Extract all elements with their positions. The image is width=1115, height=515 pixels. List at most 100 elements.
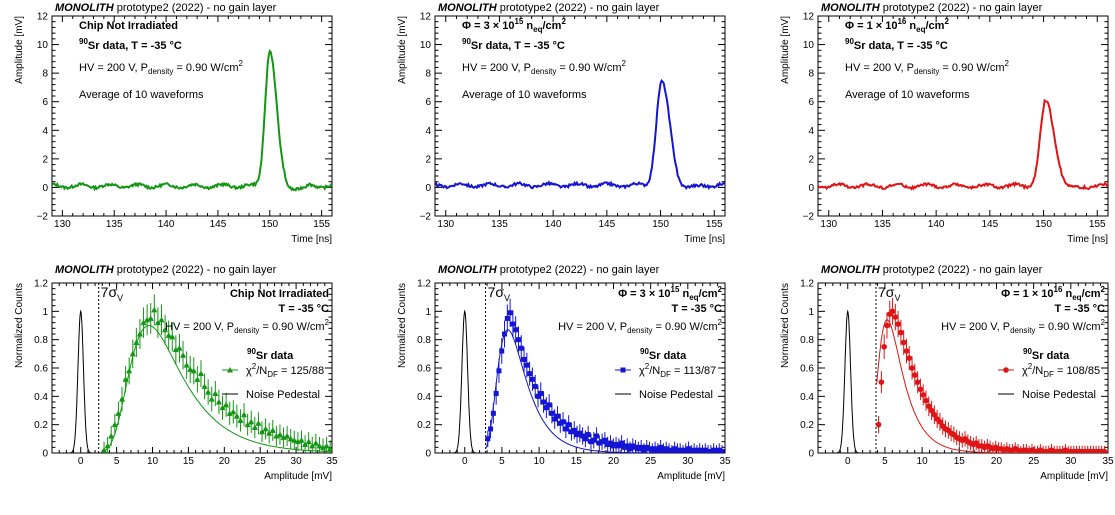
data-point bbox=[624, 443, 630, 449]
panel-title-part: prototype2 (2022) - no gain layer bbox=[880, 2, 1043, 14]
x-tick-label: 155 bbox=[706, 219, 723, 230]
data-point bbox=[529, 376, 535, 382]
label-hv-part: density bbox=[627, 326, 652, 335]
legend-noise-label-part: Noise Pedestal bbox=[1022, 389, 1096, 401]
data-point bbox=[638, 444, 644, 450]
panel-title-part: MONOLITH bbox=[55, 264, 115, 276]
data-point bbox=[555, 413, 561, 419]
threshold-label-part: V bbox=[894, 293, 900, 303]
y-tick-label: −2 bbox=[803, 212, 815, 223]
label-source-part: 90 bbox=[79, 37, 88, 46]
legend-chi2: χ2/NDF = 125/88 bbox=[246, 362, 324, 379]
data-point bbox=[677, 447, 683, 453]
y-tick-label: 6 bbox=[808, 97, 814, 108]
y-tick-label: 0.6 bbox=[34, 364, 48, 375]
data-point bbox=[151, 306, 158, 313]
label-fluence: Φ = 1 × 1016 neq/cm2 bbox=[845, 17, 949, 34]
label-hv: HV = 200 V, Pdensity = 0.90 W/cm2 bbox=[79, 59, 243, 76]
data-point bbox=[906, 355, 913, 361]
data-point bbox=[507, 310, 513, 316]
x-tick-label: 15 bbox=[571, 456, 583, 467]
data-point bbox=[655, 447, 661, 453]
legend-series-name: 90Sr data bbox=[247, 347, 294, 362]
y-axis-title: Normalized Counts bbox=[780, 283, 791, 368]
data-point bbox=[255, 420, 262, 426]
x-tick-label: 30 bbox=[1065, 456, 1077, 467]
label-fluence-part: n bbox=[523, 20, 533, 32]
data-point bbox=[266, 430, 273, 436]
data-point bbox=[903, 348, 910, 354]
data-point bbox=[327, 445, 332, 452]
legend-chi2: χ2/NDF = 113/87 bbox=[639, 362, 716, 379]
data-point bbox=[133, 339, 140, 345]
plot-area bbox=[446, 283, 725, 453]
data-point bbox=[566, 422, 572, 428]
y-tick-label: 2 bbox=[42, 154, 48, 165]
legend-marker bbox=[227, 367, 233, 373]
plot-area bbox=[435, 78, 725, 191]
label-fluence-part: n bbox=[1062, 288, 1072, 300]
label-hv: HV = 200 V, Pdensity = 0.90 W/cm2 bbox=[941, 318, 1105, 335]
panel-title: MONOLITH prototype2 (2022) - no gain lay… bbox=[821, 2, 1043, 14]
data-point bbox=[291, 437, 298, 443]
data-point bbox=[212, 390, 219, 396]
chart-panel-wf-1e16: 130 135 140 145 150 155 −2 0 2 4 6 8 10 12 Time [ns] Am… bbox=[780, 2, 1109, 245]
legend-noise-label: Noise Pedestal bbox=[639, 389, 713, 401]
x-tick-label: 35 bbox=[326, 456, 338, 467]
label-hv-part: = 0.90 W/cm bbox=[939, 62, 1004, 74]
data-point bbox=[549, 410, 555, 416]
legend-series-name-part: 90 bbox=[640, 347, 649, 356]
x-tick-label: 10 bbox=[534, 456, 546, 467]
label-condition: Chip Not Irradiated bbox=[230, 288, 329, 300]
legend-series-name-part: Sr data bbox=[649, 350, 687, 362]
data-point bbox=[541, 399, 547, 405]
data-point bbox=[719, 449, 725, 453]
label-fluence-part: 2 bbox=[561, 17, 566, 26]
data-point bbox=[647, 446, 653, 452]
x-tick-label: 35 bbox=[719, 456, 731, 467]
y-tick-label: 8 bbox=[425, 69, 431, 80]
y-tick-label: 0.8 bbox=[34, 335, 48, 346]
data-point bbox=[644, 444, 650, 450]
y-tick-label: 10 bbox=[37, 40, 49, 51]
label-temperature: T = -35 °C bbox=[1054, 303, 1105, 315]
data-point bbox=[627, 446, 633, 452]
chart-panel-amp-1e16: 0 5 10 15 20 25 30 35 0 0.2 0.4 0.6 0.8 1 1.2 Amplitude… bbox=[780, 264, 1114, 482]
label-fluence: Φ = 3 × 1015 neq/cm2 bbox=[462, 17, 566, 34]
label-source-part: 90 bbox=[845, 37, 854, 46]
legend-series-name: 90Sr data bbox=[640, 347, 687, 362]
y-tick-label: 0.4 bbox=[417, 392, 431, 403]
x-tick-label: 5 bbox=[882, 456, 888, 467]
data-point bbox=[502, 331, 508, 337]
data-point bbox=[596, 440, 602, 446]
data-point bbox=[493, 391, 499, 396]
x-tick-label: 150 bbox=[261, 219, 278, 230]
y-tick-label: 0 bbox=[425, 183, 431, 194]
data-point bbox=[101, 447, 108, 453]
label-source: 90Sr data, T = -35 °C bbox=[845, 37, 948, 52]
x-tick-label: 0 bbox=[845, 456, 851, 467]
data-point bbox=[607, 440, 613, 446]
data-point bbox=[521, 357, 527, 362]
x-tick-label: 20 bbox=[219, 456, 231, 467]
data-point bbox=[937, 419, 943, 425]
label-hv-part: 2 bbox=[621, 59, 626, 68]
data-point bbox=[183, 362, 190, 368]
x-tick-label: 140 bbox=[158, 219, 175, 230]
x-tick-label: 30 bbox=[682, 456, 694, 467]
label-hv-part: = 0.90 W/cm bbox=[259, 321, 324, 333]
data-point bbox=[187, 366, 194, 372]
label-hv-part: HV = 200 V, P bbox=[845, 62, 914, 74]
data-point bbox=[208, 396, 215, 402]
data-point bbox=[708, 449, 714, 453]
x-tick-label: 130 bbox=[437, 219, 454, 230]
data-point bbox=[201, 383, 208, 389]
y-tick-label: 1 bbox=[42, 307, 48, 318]
data-point bbox=[194, 376, 201, 382]
data-point bbox=[115, 410, 122, 416]
y-tick-label: 1.2 bbox=[34, 279, 48, 290]
x-axis-title: Amplitude [mV] bbox=[657, 471, 725, 482]
x-tick-label: 140 bbox=[545, 219, 562, 230]
data-point bbox=[230, 408, 237, 415]
panel-title: MONOLITH prototype2 (2022) - no gain lay… bbox=[438, 264, 660, 276]
